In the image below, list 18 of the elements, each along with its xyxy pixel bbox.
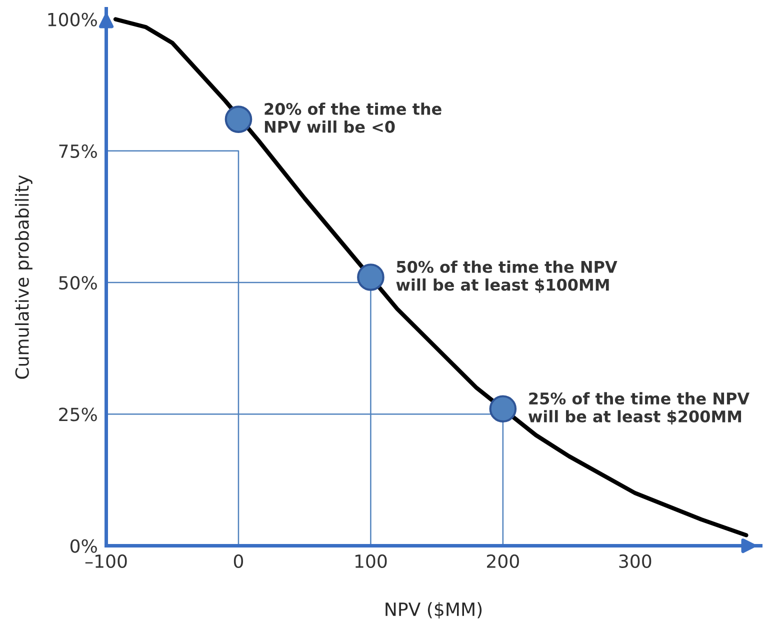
y-axis-title: Cumulative probability	[14, 175, 32, 379]
y-tick-label: 25%	[59, 408, 97, 422]
point	[489, 395, 517, 423]
annotation: 20% of the time the NPV will be <0	[264, 102, 442, 133]
y-tick-label: 100%	[48, 12, 97, 26]
annotation: 25% of the time the NPV will be at least $200MM	[528, 392, 750, 425]
x-tick-label: 0	[234, 554, 244, 568]
point	[357, 264, 384, 291]
x-tick-label: 100	[355, 554, 387, 568]
point	[224, 106, 252, 133]
y-tick-label: 75%	[59, 144, 97, 158]
x-tick-label: –100	[85, 554, 127, 568]
y-tick-label: 0%	[70, 539, 97, 553]
x-axis-title: NPV ($MM)	[386, 602, 482, 618]
annotation: 50% of the time the NPV will be at least $100MM	[396, 260, 618, 293]
y-tick-label: 50%	[59, 276, 97, 290]
x-tick-label: 300	[619, 554, 652, 568]
x-tick-label: 200	[487, 554, 519, 568]
